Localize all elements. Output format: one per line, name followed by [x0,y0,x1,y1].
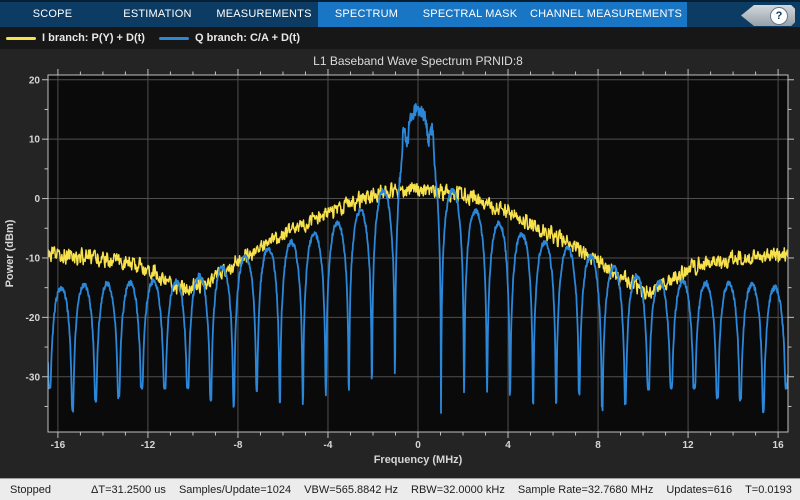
x-tick-label: -16 [51,440,66,451]
x-tick-label: 16 [773,440,785,451]
y-axis-label: Power (dBm) [4,219,16,287]
help-button[interactable]: ? [741,5,795,26]
status-item-1: Samples/Update=1024 [178,483,292,496]
x-tick-label: 4 [505,440,511,451]
y-tick-label: 20 [29,75,41,86]
x-tick-label: -12 [141,440,156,451]
y-tick-label: -10 [26,253,41,264]
trace-i-branch [48,182,788,300]
x-tick-label: 12 [683,440,695,451]
status-item-3: RBW=32.0000 kHz [411,483,505,496]
spectrum-plot[interactable]: -16 -12 -8 -4 0 4 8 12 16 20 10 0 -10 -20 -30 L1 Baseba… [0,49,800,478]
status-bar: Stopped ΔT=31.2500 us Samples/Update=1024 V… [0,478,800,500]
x-tick-label: 8 [595,440,601,451]
tab-bar: SCOPE ESTIMATION MEASUREMENTS SPECTRUM SPECT… [0,0,800,27]
y-tick-label: 10 [29,135,41,146]
status-item-6: T=0.0193 [745,483,792,496]
x-tick-label: -4 [324,440,333,451]
tab-estimation[interactable]: ESTIMATION [123,8,192,20]
grid-lines [48,75,788,432]
legend-bar: I branch: P(Y) + D(t) Q branch: C/A + D(t… [0,27,800,49]
legend-label: I branch: P(Y) + D(t) [42,32,145,44]
question-icon: ? [770,6,788,25]
trace-q-branch [48,103,788,414]
plot-title: L1 Baseband Wave Spectrum PRNID:8 [313,54,523,68]
status-item-2: VBW=565.8842 Hz [304,483,399,496]
tab-spectral-mask[interactable]: SPECTRAL MASK [415,2,525,27]
tick-labels: -16 -12 -8 -4 0 4 8 12 16 20 10 0 -10 -20 -30 [26,75,785,451]
tab-measurements[interactable]: MEASUREMENTS [216,8,312,20]
y-tick-label: 0 [34,194,40,205]
x-axis-label: Frequency (MHz) [374,454,463,466]
tab-channel-measurements[interactable]: CHANNEL MEASUREMENTS [525,2,687,27]
tab-spectrum[interactable]: SPECTRUM [318,2,415,27]
status-item-0: ΔT=31.2500 us [91,483,166,496]
x-tick-label: 0 [415,440,421,451]
status-item-4: Sample Rate=32.7680 MHz [517,483,654,496]
status-state: Stopped [10,483,51,496]
status-item-5: Updates=616 [666,483,733,496]
plot-region: -16 -12 -8 -4 0 4 8 12 16 20 10 0 -10 -20 -30 L1 Baseba… [0,49,800,478]
x-tick-label: -8 [233,440,242,451]
legend-item-i-branch[interactable]: I branch: P(Y) + D(t) [6,32,145,44]
legend-line-swatch [6,36,36,40]
y-tick-label: -30 [26,372,41,383]
y-tick-label: -20 [26,313,41,324]
help-tag-shape: ? [741,5,795,26]
legend-label: Q branch: C/A + D(t) [194,32,300,44]
legend-line-swatch [158,36,189,40]
traces [48,103,788,414]
tab-scope[interactable]: SCOPE [32,8,73,20]
legend-item-q-branch[interactable]: Q branch: C/A + D(t) [158,32,300,44]
axis-ticks [42,69,794,438]
